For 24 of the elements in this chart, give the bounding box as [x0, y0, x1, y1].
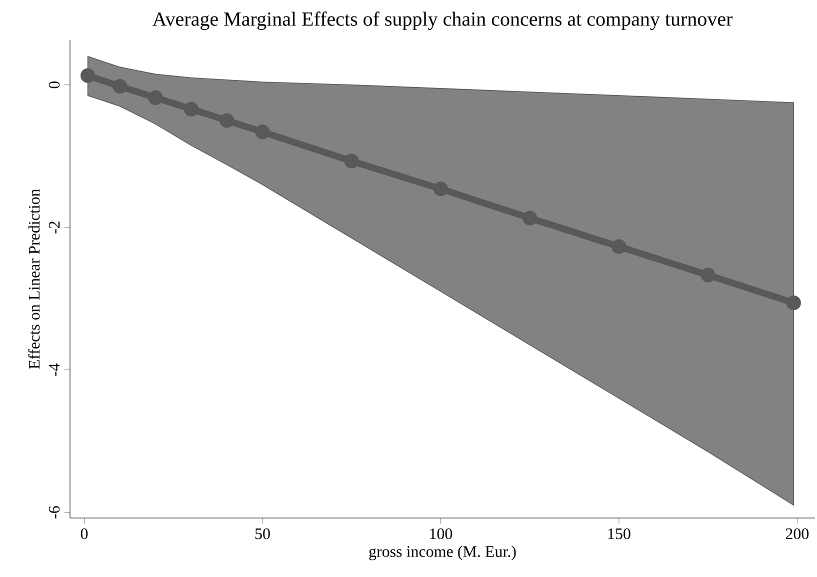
point — [700, 268, 716, 282]
x-tick-label: 100 — [430, 528, 452, 540]
point — [344, 154, 359, 168]
point — [255, 124, 270, 140]
y-tick-label: -2 — [49, 222, 60, 234]
x-tick-label: 150 — [608, 528, 630, 540]
point — [184, 102, 199, 116]
x-axis-title: gross income (M. Eur.) — [369, 546, 516, 560]
point — [433, 182, 448, 196]
point — [112, 78, 128, 94]
point — [786, 296, 801, 310]
point — [612, 239, 626, 254]
point — [522, 210, 538, 226]
y-axis-title: Effects on Linear Prediction — [28, 188, 40, 369]
x-tick-label: 200 — [786, 528, 809, 540]
y-tick-label: -6 — [48, 506, 60, 518]
y-tick-label: 0 — [48, 81, 60, 88]
point — [148, 90, 163, 106]
point — [220, 113, 234, 128]
x-tick-label: 50 — [255, 528, 270, 540]
chart-title: Average Marginal Effects of supply chain concerns at company turnover — [152, 12, 733, 30]
x-tick-label: 0 — [80, 528, 88, 540]
point — [80, 68, 96, 83]
y-tick-label: -4 — [49, 363, 60, 376]
